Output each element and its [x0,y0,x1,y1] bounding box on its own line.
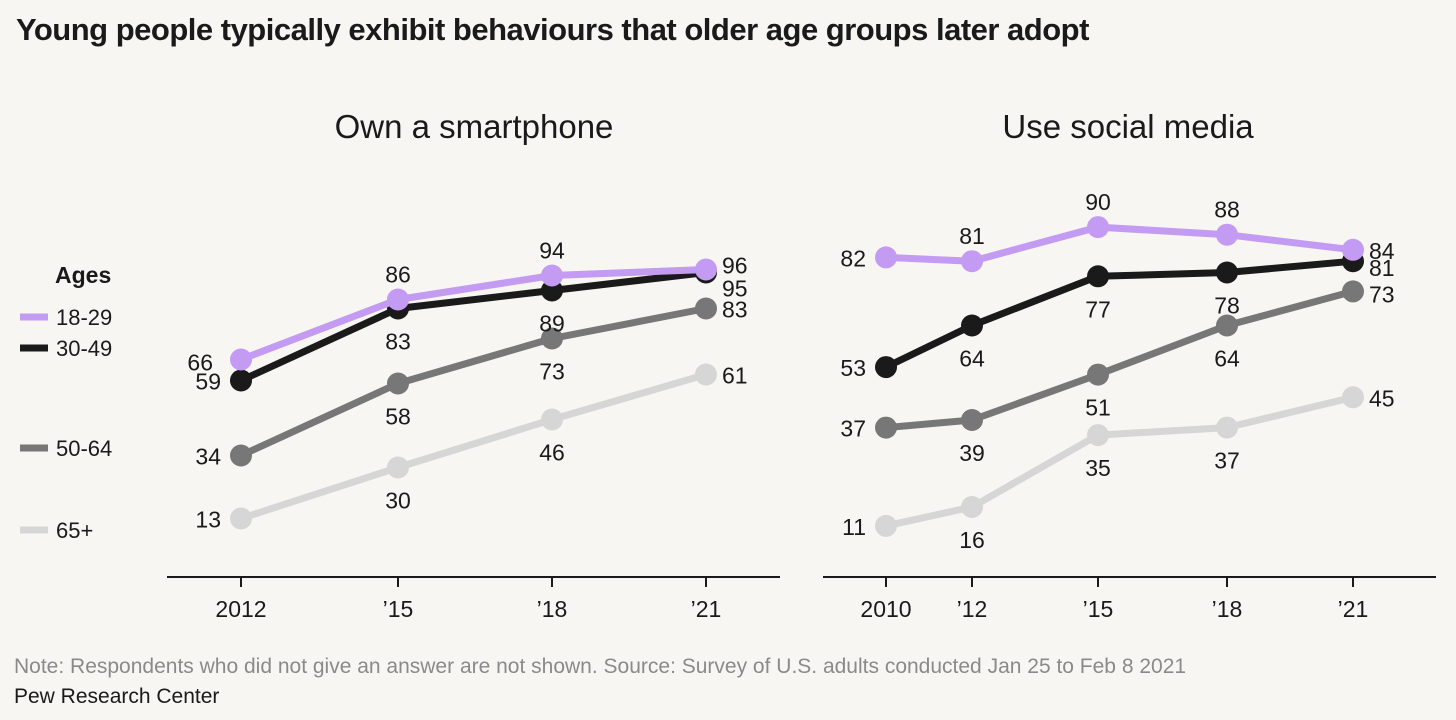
data-point-social-media-65 [875,515,897,537]
chart-canvas: Ages 18-29 30-49 50-64 65+ Own a smartphone… [0,0,1456,720]
data-point-smartphone-18-29 [387,289,409,311]
data-point-social-media-30-49 [1087,265,1109,287]
data-point-social-media-50-64 [961,409,983,431]
data-label-social-media-30-49: 81 [1369,255,1395,281]
data-label-smartphone-65: 30 [385,488,411,514]
data-point-smartphone-65 [695,364,717,386]
data-point-social-media-50-64 [875,417,897,439]
data-label-smartphone-50-64: 34 [195,444,221,470]
chart-source: Pew Research Center [14,685,219,709]
data-label-social-media-65: 45 [1369,385,1395,411]
x-tick-label-social-media: ’15 [1083,596,1114,622]
data-point-social-media-30-49 [875,356,897,378]
data-point-social-media-18-29 [875,246,897,268]
chart-panel-smartphone: Own a smartphone 2012’15’18’216686949659… [167,108,780,622]
series-line-social-media-65 [886,397,1353,526]
data-label-smartphone-18-29: 86 [385,262,411,288]
data-point-social-media-18-29 [1087,216,1109,238]
data-label-social-media-30-49: 53 [840,355,866,381]
data-point-smartphone-18-29 [541,265,563,287]
data-point-social-media-65 [961,496,983,518]
chart-note: Note: Respondents who did not give an an… [14,655,1186,679]
legend-label-18-29: 18-29 [56,305,112,330]
data-label-social-media-30-49: 77 [1085,296,1111,322]
legend-label-65: 65+ [56,518,93,543]
data-label-smartphone-65: 61 [722,363,748,389]
data-label-social-media-30-49: 64 [959,346,985,372]
data-point-smartphone-50-64 [387,373,409,395]
series-line-social-media-30-49 [886,261,1353,367]
data-point-social-media-50-64 [1342,280,1364,302]
chart-panel-social-media: Use social media 2010 ’12 ’15 ’18 ’21 82 81 90 8… [823,108,1436,622]
data-point-smartphone-30-49 [230,370,252,392]
series-line-social-media-50-64 [886,291,1353,427]
data-point-social-media-18-29 [961,250,983,272]
data-label-social-media-65: 16 [959,527,985,553]
data-label-smartphone-18-29: 94 [539,238,565,264]
data-label-smartphone-30-49: 59 [195,369,221,395]
data-label-social-media-18-29: 88 [1214,197,1240,223]
data-point-social-media-65 [1216,417,1238,439]
data-label-social-media-18-29: 81 [959,223,985,249]
data-point-social-media-30-49 [1216,262,1238,284]
data-point-social-media-65 [1342,386,1364,408]
data-label-social-media-18-29: 82 [840,245,866,271]
data-label-social-media-65: 11 [842,514,866,540]
chart-title-social-media: Use social media [1002,108,1254,145]
chart-title-smartphone: Own a smartphone [335,108,614,145]
data-point-social-media-18-29 [1342,239,1364,261]
data-label-social-media-50-64: 51 [1085,395,1111,421]
data-label-social-media-50-64: 73 [1369,281,1395,307]
data-point-smartphone-65 [541,409,563,431]
data-point-smartphone-50-64 [230,445,252,467]
data-label-social-media-65: 37 [1214,448,1240,474]
x-tick-label-social-media: ’18 [1212,596,1243,622]
x-tick-label-social-media: ’12 [957,596,988,622]
x-tick-label-social-media: ’21 [1338,596,1369,622]
data-point-social-media-30-49 [961,315,983,337]
x-tick-label-smartphone: ’18 [537,596,568,622]
data-label-social-media-50-64: 64 [1214,346,1240,372]
data-point-smartphone-50-64 [695,298,717,320]
data-point-social-media-50-64 [1087,364,1109,386]
data-point-smartphone-65 [387,457,409,479]
legend: Ages 18-29 30-49 50-64 65+ [20,262,112,543]
data-label-social-media-50-64: 39 [959,440,985,466]
data-label-smartphone-65: 46 [539,440,565,466]
data-point-smartphone-18-29 [695,259,717,281]
data-point-smartphone-65 [230,508,252,530]
series-line-social-media-18-29 [886,227,1353,261]
data-label-social-media-65: 35 [1085,455,1111,481]
legend-label-50-64: 50-64 [56,436,112,461]
data-label-smartphone-65: 13 [195,507,221,533]
data-label-smartphone-50-64: 73 [539,359,565,385]
data-label-smartphone-50-64: 83 [722,297,748,323]
data-label-social-media-18-29: 90 [1085,189,1111,215]
legend-label-30-49: 30-49 [56,336,112,361]
data-label-smartphone-50-64: 58 [385,404,411,430]
series-line-smartphone-65 [241,375,706,519]
data-point-smartphone-18-29 [230,349,252,371]
legend-title: Ages [55,262,111,288]
data-label-social-media-50-64: 37 [840,416,866,442]
x-tick-label-smartphone: 2012 [215,596,266,622]
data-point-social-media-18-29 [1216,224,1238,246]
data-label-social-media-30-49: 78 [1214,293,1240,319]
x-tick-label-smartphone: ’21 [691,596,722,622]
x-tick-label-social-media: 2010 [860,596,911,622]
data-label-smartphone-30-49: 89 [539,311,565,337]
data-point-social-media-65 [1087,424,1109,446]
data-label-smartphone-30-49: 83 [385,329,411,355]
x-tick-label-smartphone: ’15 [383,596,414,622]
